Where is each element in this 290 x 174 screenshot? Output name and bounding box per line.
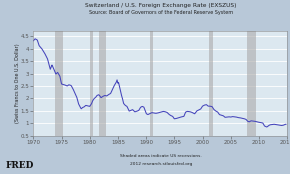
Text: 2012 research.stlouisfed.org: 2012 research.stlouisfed.org xyxy=(130,162,192,166)
Text: FRED: FRED xyxy=(5,161,34,170)
Text: Source: Board of Governors of the Federal Reserve System: Source: Board of Governors of the Federa… xyxy=(89,10,233,15)
Bar xyxy=(55,31,63,136)
Bar xyxy=(247,31,256,136)
Bar xyxy=(90,31,93,136)
Bar xyxy=(150,31,153,136)
Y-axis label: (Swiss Francs to One U.S. Dollar): (Swiss Francs to One U.S. Dollar) xyxy=(15,44,20,123)
Bar xyxy=(209,31,213,136)
Bar xyxy=(99,31,106,136)
Text: Shaded areas indicate US recessions.: Shaded areas indicate US recessions. xyxy=(120,154,202,158)
Text: Switzerland / U.S. Foreign Exchange Rate (EXSZUS): Switzerland / U.S. Foreign Exchange Rate… xyxy=(85,3,237,8)
